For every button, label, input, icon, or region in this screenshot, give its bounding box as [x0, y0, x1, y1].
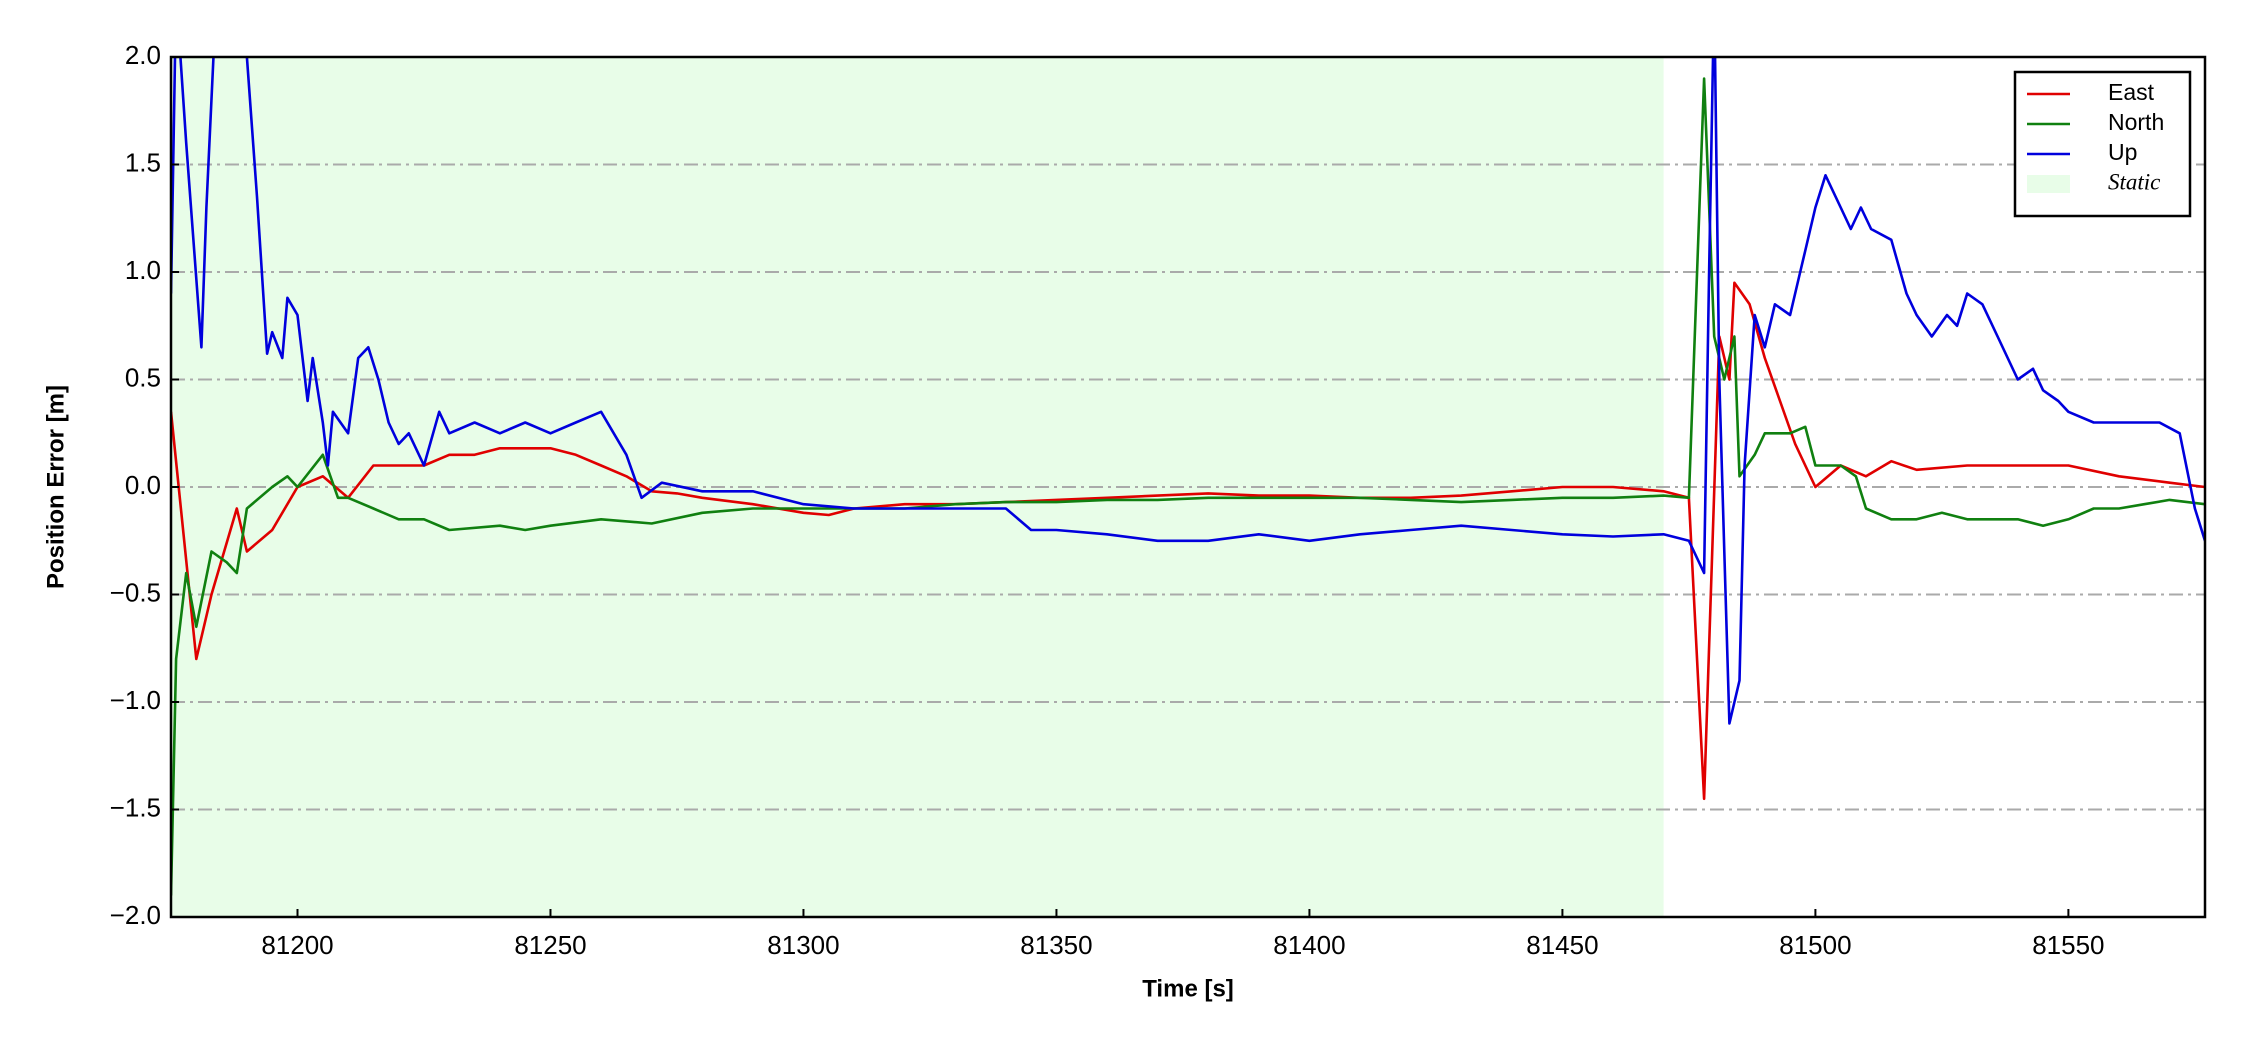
y-tick-label: −0.5 [110, 577, 161, 607]
y-tick-label: −2.0 [110, 900, 161, 930]
y-axis-label: Position Error [m] [42, 385, 69, 589]
y-tick-label: 0.0 [125, 470, 161, 500]
series-line [171, 57, 2205, 725]
series-line [171, 77, 2205, 896]
x-axis-label: Time [s] [1142, 975, 1234, 1002]
legend-label: Up [2108, 139, 2137, 165]
x-tick-label: 81450 [1526, 930, 1598, 960]
y-tick-label: 1.5 [125, 147, 161, 177]
legend-swatch [2027, 175, 2070, 193]
x-tick-label: 81250 [514, 930, 586, 960]
series-line [171, 281, 2205, 801]
plot-frame [169, 55, 2207, 919]
x-tick-label: 81200 [261, 930, 333, 960]
legend-label: Static [2108, 169, 2160, 194]
axes: −2.0 −1.5 −1.0 −0.5 0.0 0.5 1.0 1.5 2.0 81200 8125… [110, 40, 2207, 960]
y-tick-label: 2.0 [125, 40, 161, 70]
y-tick-label: −1.0 [110, 685, 161, 715]
x-tick-label: 81300 [767, 930, 839, 960]
legend: East North Up Static [2013, 70, 2192, 218]
legend-label: East [2108, 79, 2155, 105]
lines [171, 57, 2205, 896]
y-tick-label: 1.0 [125, 255, 161, 285]
y-tick-label: 0.5 [125, 362, 161, 392]
x-tick-label: 81400 [1273, 930, 1345, 960]
x-tick-label: 81350 [1020, 930, 1092, 960]
y-tick-label: −1.5 [110, 792, 161, 822]
x-tick-label: 81500 [1779, 930, 1851, 960]
x-tick-label: 81550 [2032, 930, 2104, 960]
legend-label: North [2108, 109, 2164, 135]
